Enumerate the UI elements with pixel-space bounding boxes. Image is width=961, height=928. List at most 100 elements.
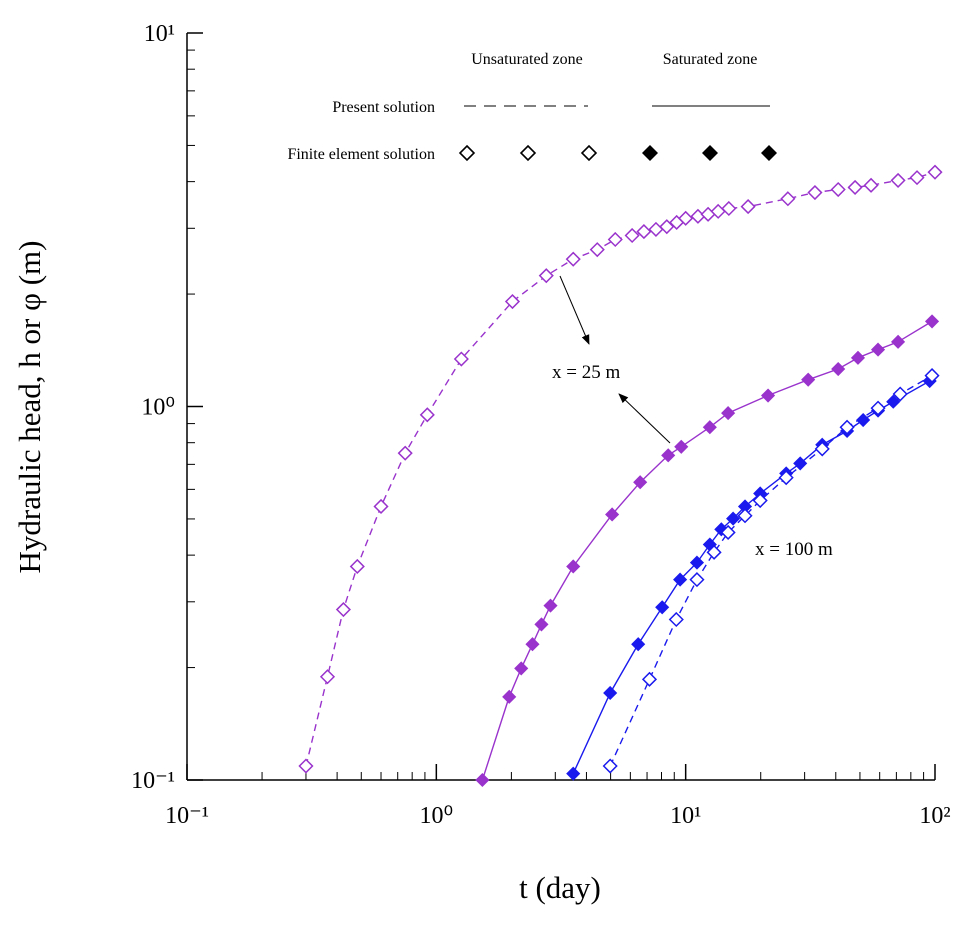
legend-row: Finite element solution xyxy=(287,146,435,163)
annotation-arrow xyxy=(559,275,590,345)
data-point xyxy=(689,572,705,588)
y-tick-label: 10⁻¹ xyxy=(131,768,175,794)
data-point xyxy=(839,419,855,435)
x-tick-label: 10² xyxy=(919,803,950,829)
data-point xyxy=(538,268,554,284)
data-point xyxy=(674,439,689,454)
data-point xyxy=(814,441,830,457)
data-point xyxy=(690,208,706,224)
data-point xyxy=(706,544,722,560)
data-point xyxy=(927,164,943,180)
data-point xyxy=(633,475,648,490)
data-point xyxy=(702,420,717,435)
annotation: x = 100 m xyxy=(755,539,833,560)
data-point xyxy=(566,559,581,574)
data-point xyxy=(807,184,823,201)
data-point xyxy=(886,394,901,409)
data-point xyxy=(714,522,729,537)
data-point xyxy=(602,758,618,774)
data-point xyxy=(752,492,768,509)
data-point xyxy=(870,342,886,357)
legend-open-diamonds xyxy=(458,144,598,162)
data-point xyxy=(636,224,652,240)
data-point xyxy=(534,617,549,632)
axes xyxy=(186,32,936,781)
data-point xyxy=(641,671,658,687)
data-point xyxy=(737,508,753,524)
data-point xyxy=(909,170,925,186)
x-tick-label: 10⁻¹ xyxy=(165,803,209,829)
data-point xyxy=(661,448,676,463)
annotation-arrow xyxy=(618,393,671,444)
curve xyxy=(481,320,933,781)
data-point xyxy=(673,572,688,587)
data-point xyxy=(502,689,517,704)
data-point xyxy=(740,199,756,215)
data-point xyxy=(335,601,351,618)
data-point xyxy=(397,445,413,461)
data-point xyxy=(319,669,336,685)
data-point xyxy=(870,400,886,416)
data-point xyxy=(504,293,521,310)
data-point xyxy=(631,637,646,652)
data-point xyxy=(607,231,623,248)
data-point xyxy=(475,772,490,788)
data-point xyxy=(659,219,675,235)
x-axis-title: t (day) xyxy=(519,870,601,905)
data-point xyxy=(624,227,640,244)
data-point xyxy=(778,470,794,486)
data-point xyxy=(721,406,736,421)
data-point xyxy=(890,172,906,188)
data-point xyxy=(589,242,605,258)
data-point xyxy=(514,661,529,676)
data-point xyxy=(298,758,314,774)
y-tick-label: 10⁰ xyxy=(141,395,175,421)
data-point xyxy=(349,558,365,575)
data-point xyxy=(856,412,871,428)
data-point xyxy=(720,524,736,541)
y-axis-title: Hydraulic head, h or φ (m) xyxy=(12,241,47,574)
data-point xyxy=(793,456,808,471)
data-point xyxy=(373,498,389,515)
x-tick-label: 10¹ xyxy=(670,803,701,829)
data-point xyxy=(603,685,618,701)
x-tick-label: 10⁰ xyxy=(420,803,454,829)
legend-column: Saturated zone xyxy=(663,51,758,68)
legend-column: Unsaturated zone xyxy=(471,51,583,68)
data-point xyxy=(760,388,776,403)
legend-row: Present solution xyxy=(332,99,435,116)
curve xyxy=(305,171,936,767)
legend-filled-diamonds xyxy=(642,145,777,161)
data-point xyxy=(924,314,940,329)
data-point xyxy=(891,334,906,349)
data-point xyxy=(543,598,558,613)
data-point xyxy=(565,251,581,267)
data-point xyxy=(830,181,846,198)
data-point xyxy=(892,386,908,402)
data-point xyxy=(780,191,796,207)
data-point xyxy=(689,555,705,570)
data-point xyxy=(801,372,816,387)
legend: Unsaturated zone Saturated zone Present … xyxy=(287,51,777,163)
data-point xyxy=(566,766,581,781)
data-point xyxy=(668,611,684,628)
data-point xyxy=(847,179,863,195)
data-point xyxy=(655,600,670,615)
data-point xyxy=(419,407,435,423)
data-point xyxy=(648,221,664,237)
data-point xyxy=(678,210,694,226)
y-tick-label: 10¹ xyxy=(144,21,175,47)
data-point xyxy=(525,637,540,652)
curve xyxy=(572,380,931,774)
annotation: x = 25 m xyxy=(552,362,620,383)
data-point xyxy=(924,368,940,384)
data-point xyxy=(831,361,846,377)
curve xyxy=(609,374,933,767)
data-point xyxy=(726,511,741,526)
data-point xyxy=(721,200,737,217)
data-point xyxy=(605,507,620,522)
data-point xyxy=(453,351,469,367)
data-point xyxy=(863,177,879,193)
data-point xyxy=(850,350,866,365)
